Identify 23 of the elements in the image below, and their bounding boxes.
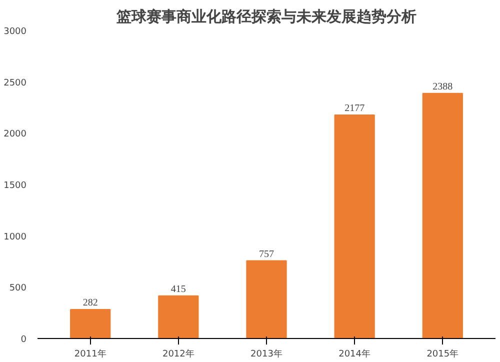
y-tick-label: 2500 xyxy=(4,78,27,88)
bar xyxy=(158,295,199,338)
data-label: 757 xyxy=(259,248,274,260)
y-tick-label: 1500 xyxy=(4,181,27,191)
x-tick-label: 2015年 xyxy=(426,348,459,360)
data-label: 282 xyxy=(82,298,98,309)
x-tick-label: 2012年 xyxy=(162,348,194,360)
data-label: 2388 xyxy=(432,81,453,92)
y-tick-label: 2000 xyxy=(4,130,27,140)
x-tick-label: 2014年 xyxy=(338,348,371,360)
data-label: 2177 xyxy=(344,102,365,114)
data-label: 415 xyxy=(170,284,186,295)
bar xyxy=(334,114,375,338)
bar xyxy=(70,309,111,338)
y-tick-label: 500 xyxy=(9,284,27,294)
y-tick-label: 0 xyxy=(20,335,27,345)
chart-title: 篮球赛事商业化路径探索与未来发展趋势分析 xyxy=(116,8,416,26)
x-tick-label: 2011年 xyxy=(74,348,106,360)
y-tick-label: 3000 xyxy=(4,27,27,37)
bar xyxy=(422,92,463,338)
x-tick-label: 2013年 xyxy=(250,348,282,360)
bar xyxy=(246,260,287,338)
y-tick-label: 1000 xyxy=(4,232,27,242)
